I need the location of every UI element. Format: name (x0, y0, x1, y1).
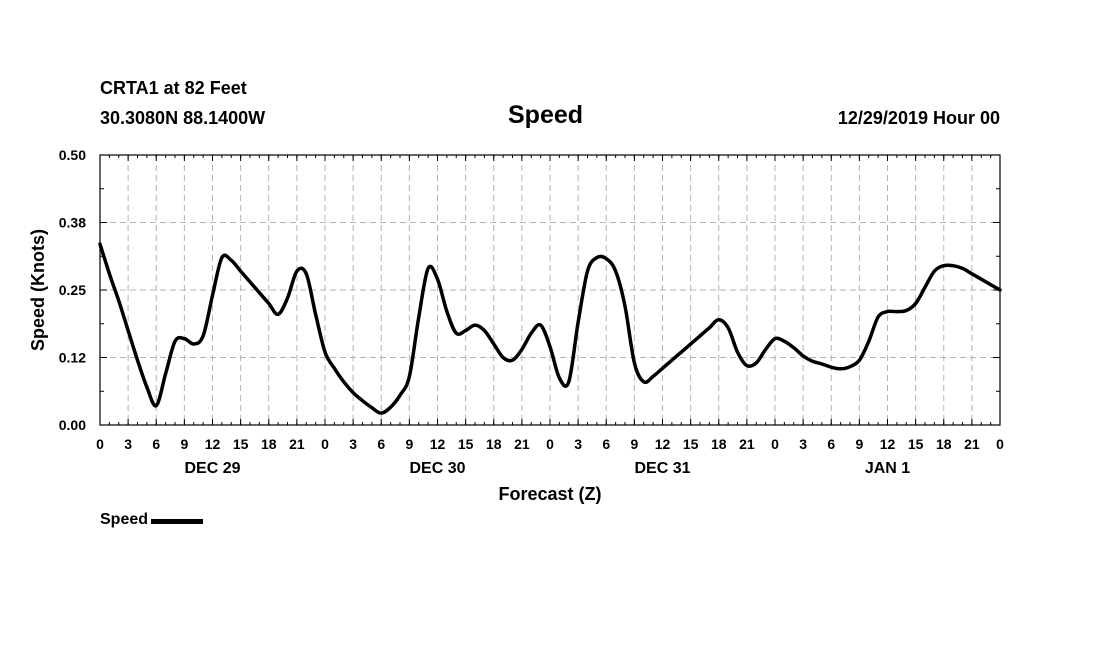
x-tick-label: 18 (261, 436, 277, 452)
x-tick-label: 0 (546, 436, 554, 452)
axis-labels: Forecast (Z) Speed (Knots) 0 3 6 9 12 15 18 21 0… (28, 147, 1004, 504)
axes (99, 154, 1001, 426)
x-tick-label: 3 (124, 436, 132, 452)
y-tick-label: 0.50 (59, 147, 86, 163)
legend-label: Speed (100, 511, 149, 528)
x-tick-label: 15 (683, 436, 699, 452)
series-line-speed (98, 242, 1002, 415)
y-axis-label: Speed (Knots) (28, 229, 48, 351)
x-tick-label: 15 (908, 436, 924, 452)
series-layer (98, 242, 1002, 415)
x-tick-label: 21 (739, 436, 755, 452)
x-tick-label: 6 (152, 436, 160, 452)
run-time: 12/29/2019 Hour 00 (837, 108, 1000, 128)
day-label: DEC 31 (634, 460, 690, 477)
x-tick-label: 3 (349, 436, 357, 452)
station-name: CRTA1 at 82 Feet (100, 78, 247, 98)
x-tick-label: 18 (711, 436, 727, 452)
day-label: JAN 1 (865, 460, 910, 477)
x-tick-label: 6 (377, 436, 385, 452)
x-tick-label: 3 (574, 436, 582, 452)
chart-title: Speed (508, 101, 584, 129)
x-tick-label: 9 (630, 436, 638, 452)
grid (100, 155, 1000, 425)
y-tick-label: 0.12 (59, 350, 86, 366)
y-tick-label: 0.38 (59, 215, 86, 231)
x-tick-label: 18 (936, 436, 952, 452)
x-tick-label: 9 (180, 436, 188, 452)
x-tick-label: 15 (458, 436, 474, 452)
x-tick-label: 12 (430, 436, 446, 452)
day-label: DEC 29 (184, 460, 240, 477)
x-tick-label: 9 (405, 436, 413, 452)
x-tick-label: 0 (96, 436, 104, 452)
legend-line-swatch (151, 519, 204, 524)
y-tick-label: 0.25 (59, 282, 86, 298)
x-tick-label: 21 (514, 436, 530, 452)
x-tick-label: 6 (602, 436, 610, 452)
x-tick-label: 21 (964, 436, 980, 452)
x-tick-label: 21 (289, 436, 305, 452)
x-tick-label: 18 (486, 436, 502, 452)
x-tick-label: 12 (655, 436, 671, 452)
x-tick-label: 0 (771, 436, 779, 452)
x-tick-label: 12 (205, 436, 221, 452)
x-tick-label: 0 (996, 436, 1004, 452)
y-tick-label: 0.00 (59, 417, 86, 433)
x-axis-label: Forecast (Z) (498, 484, 601, 504)
station-coordinates: 30.3080N 88.1400W (100, 108, 266, 128)
x-tick-label: 3 (799, 436, 807, 452)
x-tick-label: 0 (321, 436, 329, 452)
x-tick-label: 15 (233, 436, 249, 452)
legend: Speed (100, 511, 204, 529)
day-label: DEC 30 (409, 460, 465, 477)
x-tick-label: 12 (880, 436, 896, 452)
x-tick-label: 6 (827, 436, 835, 452)
x-tick-label: 9 (855, 436, 863, 452)
